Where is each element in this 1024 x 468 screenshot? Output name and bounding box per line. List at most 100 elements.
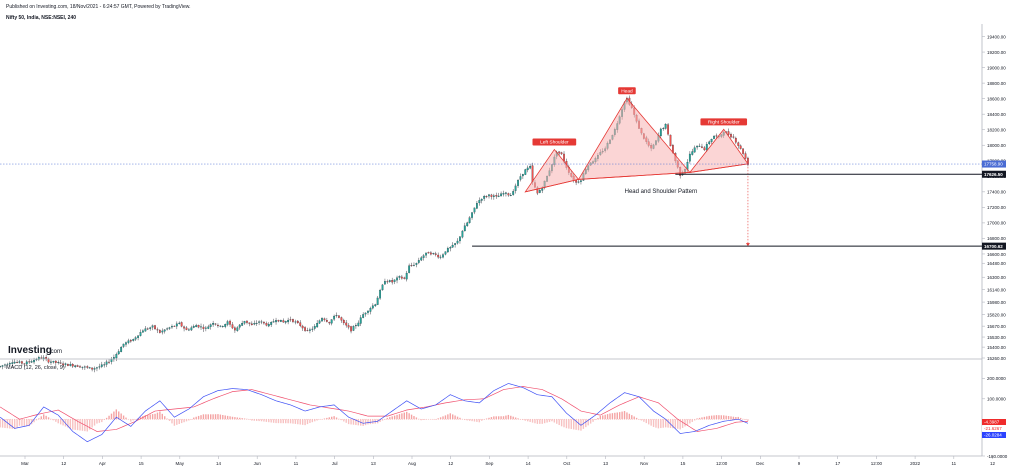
macd-histogram-bar	[541, 419, 543, 424]
macd-histogram-bar	[442, 416, 444, 420]
candle-body	[35, 359, 38, 361]
price-tick-label: 15530.00	[987, 335, 1006, 340]
macd-histogram-bar	[326, 417, 328, 420]
macd-histogram-bar	[606, 414, 609, 420]
macd-histogram-bar	[727, 416, 730, 420]
macd-histogram-bar	[512, 416, 514, 420]
macd-histogram-bar	[161, 413, 163, 420]
candle-body	[347, 325, 350, 328]
candle-body	[146, 328, 149, 330]
macd-histogram-bar	[40, 416, 42, 420]
macd-histogram-bar	[592, 419, 594, 422]
macd-histogram-bar	[485, 418, 488, 420]
candle-body	[292, 319, 294, 322]
logo-suffix: .com	[49, 349, 62, 355]
candle-body	[701, 146, 703, 148]
macd-histogram-bar	[403, 412, 405, 420]
macd-histogram-bar	[333, 416, 335, 420]
candle-body	[171, 326, 173, 328]
macd-histogram-bar	[560, 419, 563, 427]
price-tick-label: 18800.00	[987, 81, 1006, 86]
macd-histogram-bar	[18, 419, 21, 426]
macd-histogram-bar	[16, 419, 18, 428]
candle-body	[219, 325, 222, 327]
macd-histogram-bar	[229, 416, 231, 420]
candle-body	[538, 190, 541, 193]
candle-body	[688, 153, 691, 162]
candle-body	[137, 335, 140, 338]
candle-body	[212, 323, 215, 325]
macd-histogram-bar	[739, 417, 742, 420]
macd-histogram-bar	[507, 414, 510, 420]
time-tick-label: 12:00	[871, 461, 883, 466]
candle-body	[129, 340, 132, 342]
candle-body	[1, 365, 4, 367]
macd-histogram-bar	[52, 419, 55, 421]
macd-histogram-bar	[534, 419, 536, 424]
candle-body	[93, 368, 96, 370]
candle-body	[403, 277, 406, 279]
macd-histogram-bar	[59, 419, 62, 425]
macd-histogram-bar	[200, 415, 202, 420]
macd-histogram-bar	[309, 419, 311, 424]
macd-histogram-bar	[4, 419, 6, 428]
macd-histogram-bar	[207, 414, 209, 420]
head-triangle	[577, 97, 691, 180]
macd-histogram-bar	[715, 415, 718, 420]
time-tick-label: 12:00	[716, 461, 728, 466]
macd-histogram-bar	[730, 416, 732, 420]
candle-body	[52, 360, 55, 363]
macd-histogram-bar	[420, 419, 422, 421]
candle-body	[217, 324, 219, 327]
macd-histogram-bar	[723, 415, 725, 420]
macd-histogram-bar	[168, 419, 171, 421]
macd-histogram-bar	[691, 419, 693, 422]
candle-body	[400, 276, 403, 279]
macd-histogram-bar	[493, 416, 495, 420]
candle-body	[325, 320, 328, 322]
price-tick-label: 17200.00	[987, 205, 1006, 210]
macd-histogram-bar	[292, 419, 294, 424]
macd-histogram-bar	[176, 419, 178, 425]
candle-body	[376, 297, 379, 305]
candle-body	[364, 312, 367, 315]
macd-histogram-bar	[89, 419, 91, 430]
macd-histogram-bar	[260, 419, 263, 422]
macd-histogram-bar	[522, 419, 524, 421]
candle-body	[306, 330, 309, 331]
macd-histogram-bar	[69, 419, 72, 429]
candle-body	[250, 323, 253, 326]
macd-histogram-bar	[684, 419, 686, 427]
macd-histogram-bar	[703, 416, 706, 420]
candle-body	[115, 354, 118, 359]
time-tick-label: 11	[294, 461, 299, 466]
candle-body	[384, 281, 386, 285]
candle-body	[509, 195, 512, 197]
macd-histogram-bar	[478, 419, 481, 423]
macd-histogram-bar	[565, 419, 568, 429]
candle-body	[197, 325, 200, 328]
candle-body	[398, 276, 401, 278]
candle-body	[386, 281, 389, 283]
macd-histogram-bar	[79, 419, 81, 431]
candle-body	[350, 326, 352, 332]
candle-body	[214, 323, 217, 325]
macd-histogram-bar	[180, 419, 183, 424]
time-tick-label: Jul	[332, 461, 338, 466]
candle-body	[659, 128, 662, 137]
macd-histogram-bar	[57, 419, 59, 424]
candle-body	[529, 166, 532, 169]
macd-histogram-bar	[558, 419, 560, 426]
candle-body	[422, 255, 425, 258]
macd-histogram-bar	[306, 419, 309, 425]
candle-body	[151, 325, 154, 328]
candle-body	[229, 320, 231, 325]
macd-histogram-bar	[35, 419, 38, 421]
time-tick-label: 13	[603, 461, 609, 466]
candle-body	[69, 364, 72, 366]
candle-body	[580, 180, 582, 182]
level-price-tag	[982, 170, 1006, 178]
macd-histogram-bar	[631, 415, 633, 420]
macd-histogram-bar	[393, 415, 396, 420]
